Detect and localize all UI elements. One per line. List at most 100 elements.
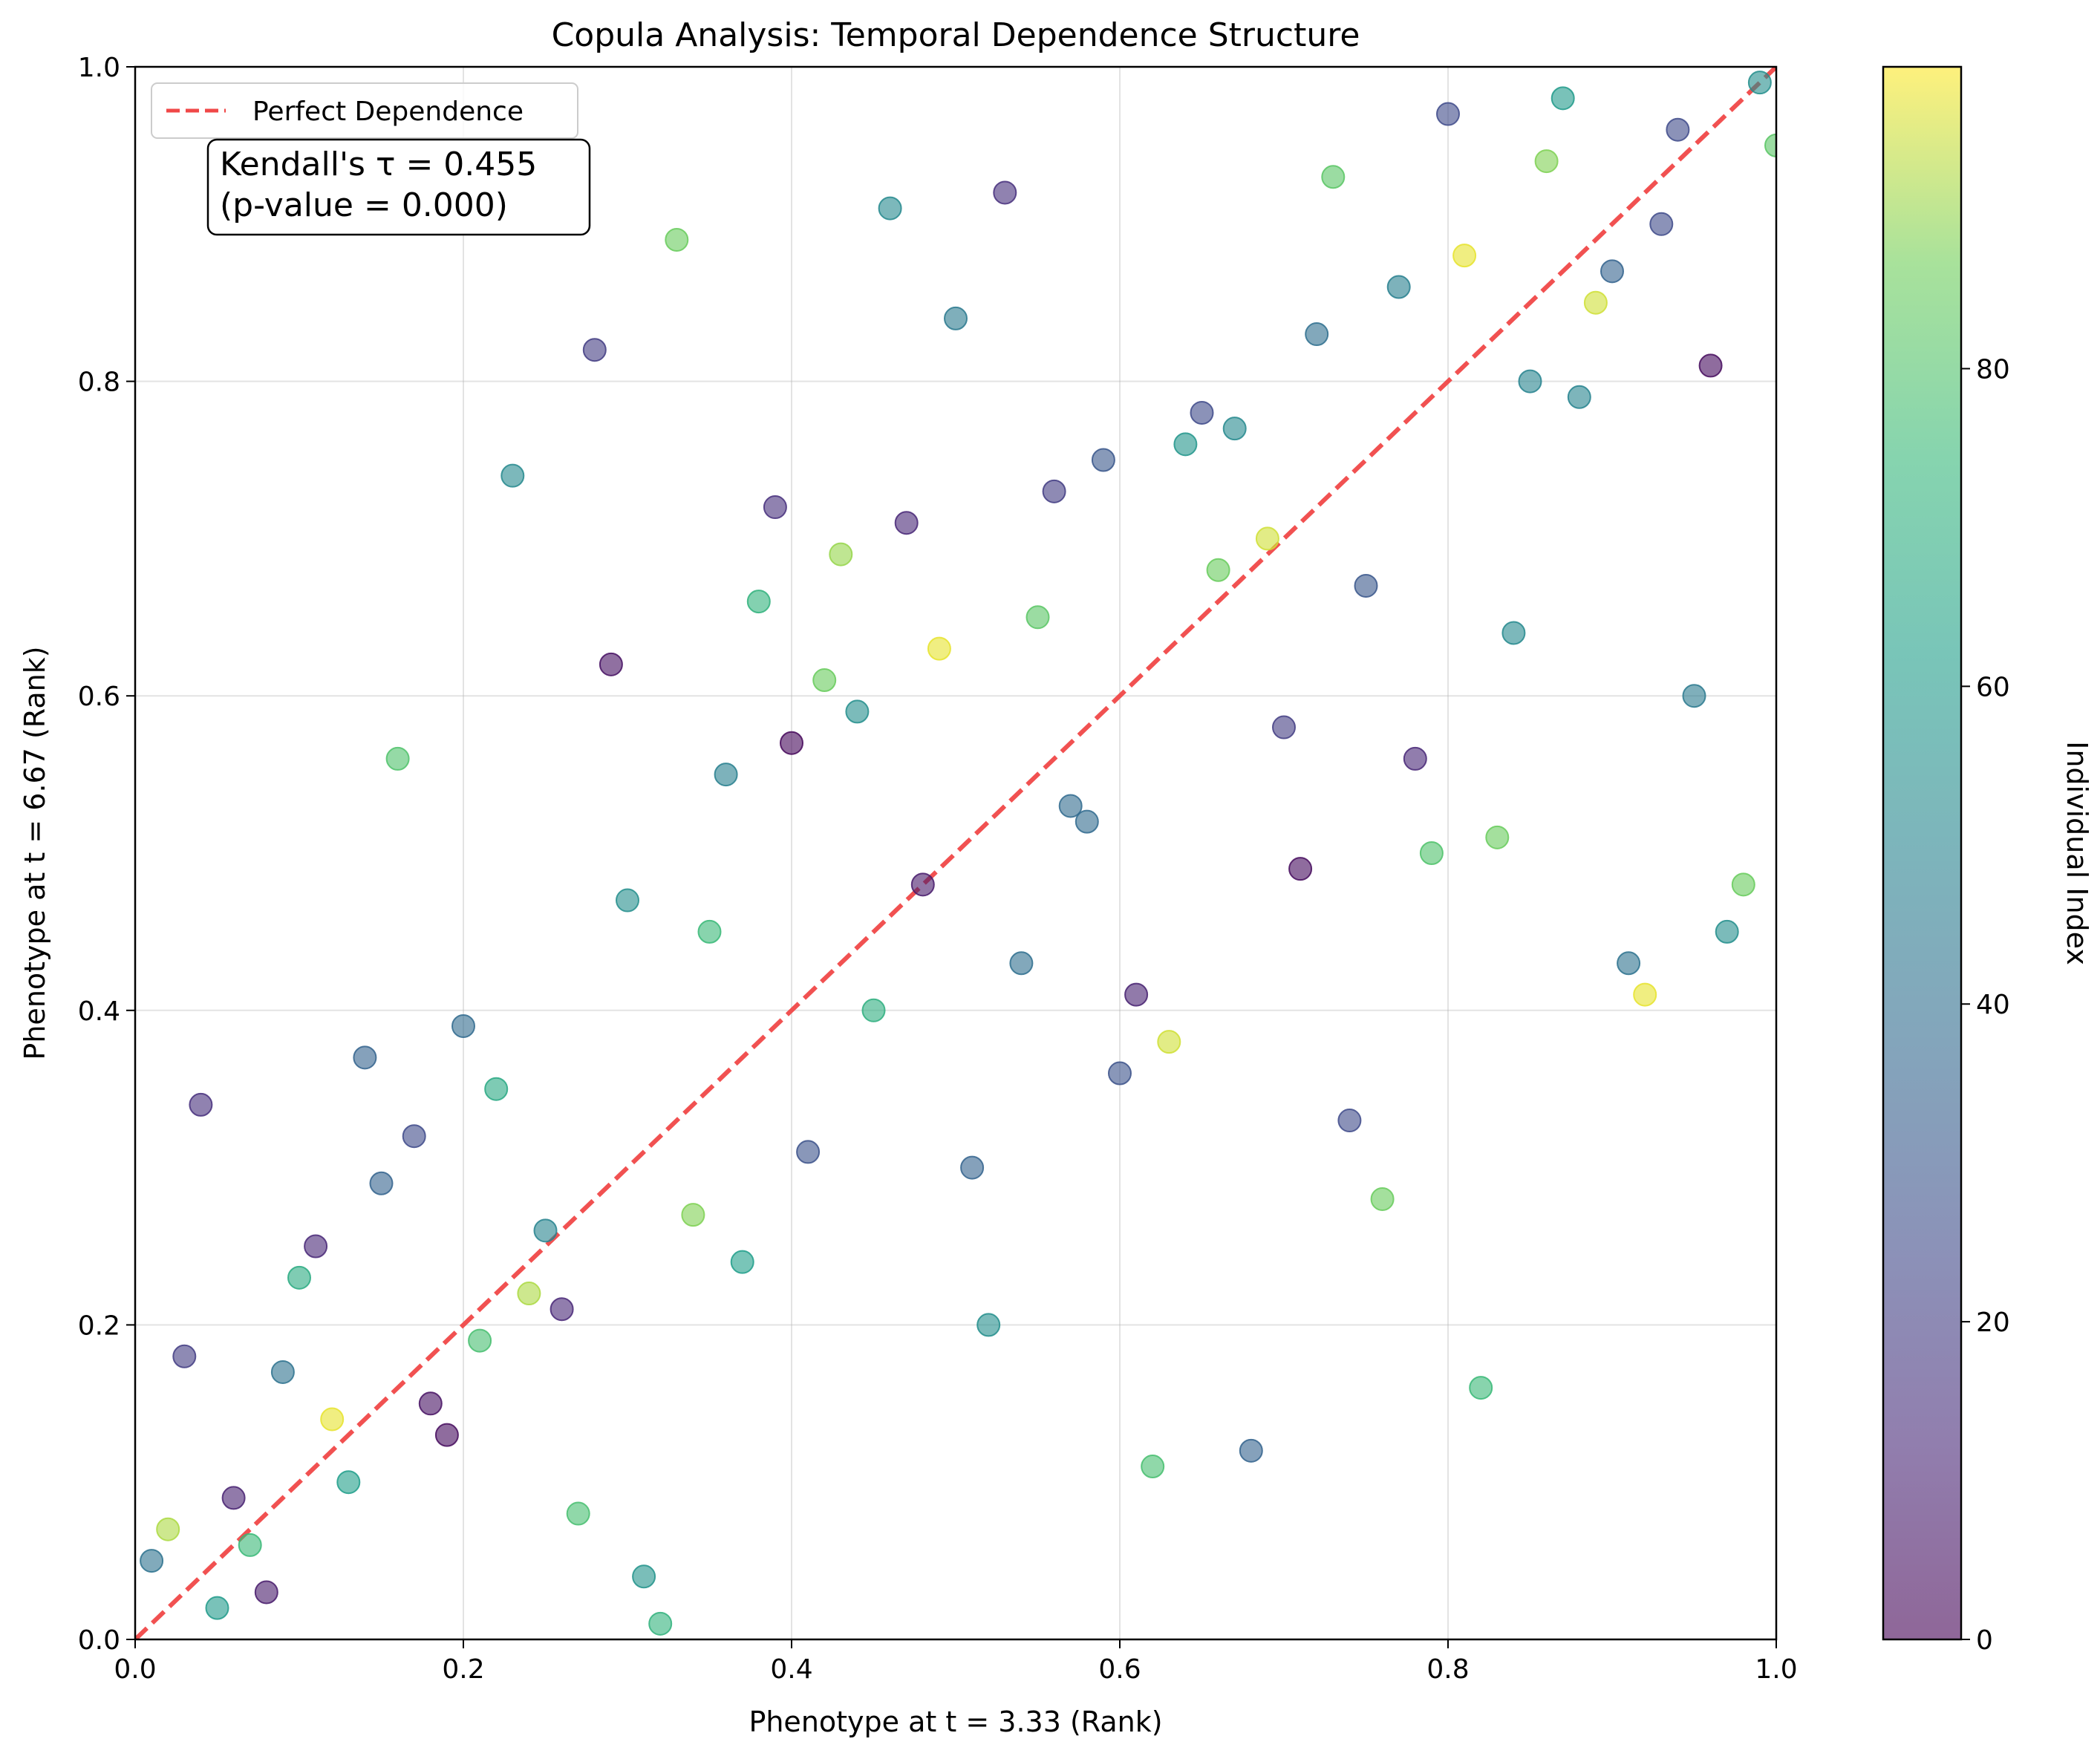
colorbar-tick-label: 60 [1976,672,2010,702]
scatter-point [944,306,968,330]
x-tick-label: 0.0 [114,1654,156,1685]
y-axis-label: Phenotype at t = 6.67 (Rank) [19,646,51,1060]
scatter-point [1600,259,1624,284]
scatter-point [1518,369,1542,394]
kendall-annotation: Kendall's τ = 0.455 (p-value = 0.000) [206,138,591,236]
scatter-point [1091,448,1115,472]
scatter-point [1469,1376,1493,1400]
scatter-point [1157,1030,1181,1054]
scatter-point [1617,951,1641,976]
scatter-point [1206,558,1230,582]
scatter-point [812,668,837,693]
scatter-point [1222,417,1247,441]
scatter-point [1715,919,1739,944]
scatter-point [1534,149,1559,174]
scatter-point [665,227,689,252]
data-points [140,71,1776,1636]
colorbar-gradient [1883,67,1961,1639]
scatter-point [1403,746,1427,771]
scatter-point [221,1486,246,1510]
scatter-point [1124,982,1149,1007]
scatter-point [517,1282,541,1306]
scatter-point [566,1501,590,1526]
colorbar: 0 20 40 60 80 Individual Index [1882,65,2093,1656]
scatter-point [304,1234,328,1259]
y-tick-label: 1.0 [78,53,120,83]
scatter-point [1633,982,1657,1007]
scatter-point [845,699,870,724]
colorbar-ticks: 0 20 40 60 80 [1961,354,2010,1656]
scatter-point [780,731,803,755]
scatter-point [1386,275,1411,299]
legend: Perfect Dependence [151,82,578,139]
scatter-point [1288,857,1313,881]
scatter-point [434,1423,459,1447]
scatter-point [385,746,410,771]
annotation-kendall-tau: Kendall's τ = 0.455 [220,146,537,183]
scatter-point [402,1124,426,1149]
colorbar-frame [1882,65,1963,1641]
scatter-point [189,1092,213,1117]
scatter-point [140,1549,164,1573]
scatter-point [1337,1109,1362,1133]
legend-entry-perfect-dependence: Perfect Dependence [252,97,524,127]
scatter-point [1009,951,1034,976]
scatter-point [1731,872,1755,897]
scatter-point [763,495,787,520]
scatter-point [1108,1061,1132,1086]
scatter-point [533,1218,558,1243]
scatter-point [1764,133,1776,157]
scatter-point [616,888,639,913]
scatter-point [714,763,738,787]
x-tick-label: 1.0 [1755,1654,1797,1685]
scatter-point [1649,212,1674,236]
y-tick-label: 0.0 [78,1625,120,1656]
scatter-point [1501,621,1526,645]
x-tick-label: 0.2 [442,1654,484,1685]
scatter-point [927,636,951,661]
scatter-point [1583,290,1608,315]
scatter-point [681,1203,705,1227]
scatter-point [976,1313,1001,1337]
scatter-point [1698,353,1723,378]
scatter-point [500,463,525,488]
scatter-point [1075,809,1099,834]
scatter-point [632,1564,656,1589]
chart-title: Copula Analysis: Temporal Dependence Str… [552,16,1360,54]
scatter-point [829,542,853,567]
y-tick-label: 0.4 [78,996,120,1027]
colorbar-label: Individual Index [2061,741,2093,965]
scatter-point [1321,165,1346,189]
scatter-point [910,872,935,897]
scatter-point [1419,841,1444,865]
legend-box [151,82,578,139]
scatter-point [484,1077,509,1101]
scatter-point [418,1391,443,1416]
y-axis-ticks: 0.0 0.2 0.4 0.6 0.8 1.0 [78,53,135,1656]
y-tick-label: 0.2 [78,1311,120,1341]
scatter-point [1354,573,1378,598]
annotation-p-value: (p-value = 0.000) [220,186,508,224]
x-tick-label: 0.4 [770,1654,812,1685]
scatter-point [861,998,886,1022]
scatter-point [172,1344,197,1368]
scatter-point [993,180,1017,205]
scatter-point [550,1297,574,1322]
plot-frame [134,65,1778,1641]
scatter-point [287,1265,311,1290]
scatter-point [1255,526,1279,551]
y-tick-label: 0.6 [78,682,120,712]
scatter-point [156,1517,180,1541]
scatter-point [1682,684,1706,708]
scatter-point [1567,385,1591,409]
scatter-point [1370,1187,1395,1211]
scatter-point [1025,605,1050,630]
scatter-point [1452,244,1477,268]
scatter-point [697,919,722,944]
scatter-point [320,1407,345,1432]
scatter-point [1141,1455,1165,1479]
scatter-point [1190,400,1214,425]
colorbar-tick-label: 80 [1976,354,2010,385]
scatter-point [730,1250,754,1274]
scatter-point [1305,322,1329,347]
